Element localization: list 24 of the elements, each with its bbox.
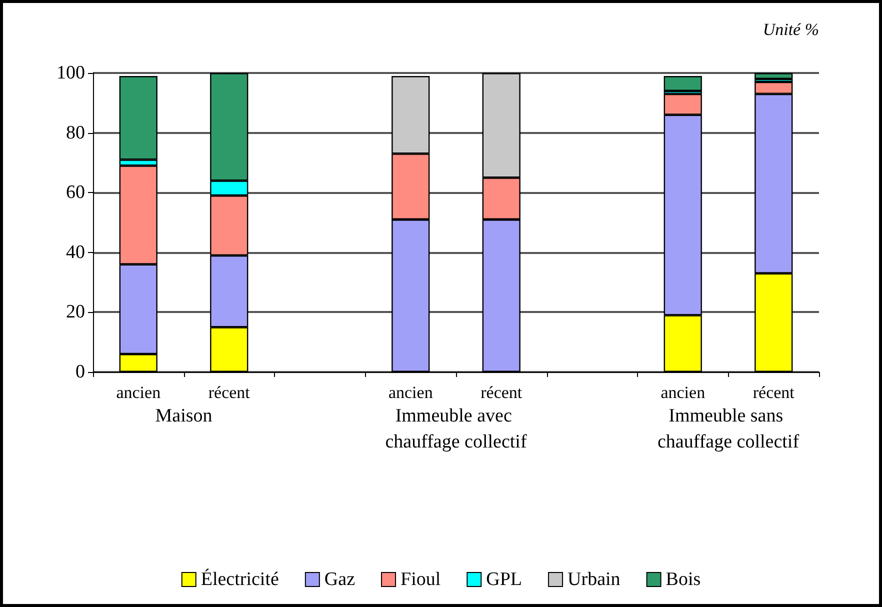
legend-label: Bois xyxy=(666,569,701,590)
x-tick-label: ancien xyxy=(388,383,434,402)
legend-label: GPL xyxy=(486,569,522,590)
y-tick-label: 40 xyxy=(66,242,85,263)
x-tick-label: récent xyxy=(752,383,795,402)
legend-label: Gaz xyxy=(324,569,356,590)
x-tick-label: récent xyxy=(480,383,522,402)
bar xyxy=(754,73,793,79)
text: Immeuble sans chauffage collectif xyxy=(657,406,800,452)
bar xyxy=(664,76,702,91)
legend-label: Électricité xyxy=(200,568,279,590)
y-tick-label: 80 xyxy=(66,122,85,144)
y-tick-label: 0 xyxy=(76,362,85,382)
y-tick-label: 20 xyxy=(66,302,85,323)
x-tick-label: récent xyxy=(208,383,250,402)
text: Unité % xyxy=(762,20,820,39)
legend-label: Fioul xyxy=(400,569,441,590)
y-tick-label: 60 xyxy=(66,182,85,204)
x-tick-label: ancien xyxy=(660,383,706,402)
text: Immeuble avec chauffage collectif xyxy=(385,406,528,452)
y-tick-label: 100 xyxy=(56,62,85,84)
text: Maison xyxy=(155,406,213,426)
x-tick-label: ancien xyxy=(116,383,162,402)
legend-label: Urbain xyxy=(568,569,621,590)
